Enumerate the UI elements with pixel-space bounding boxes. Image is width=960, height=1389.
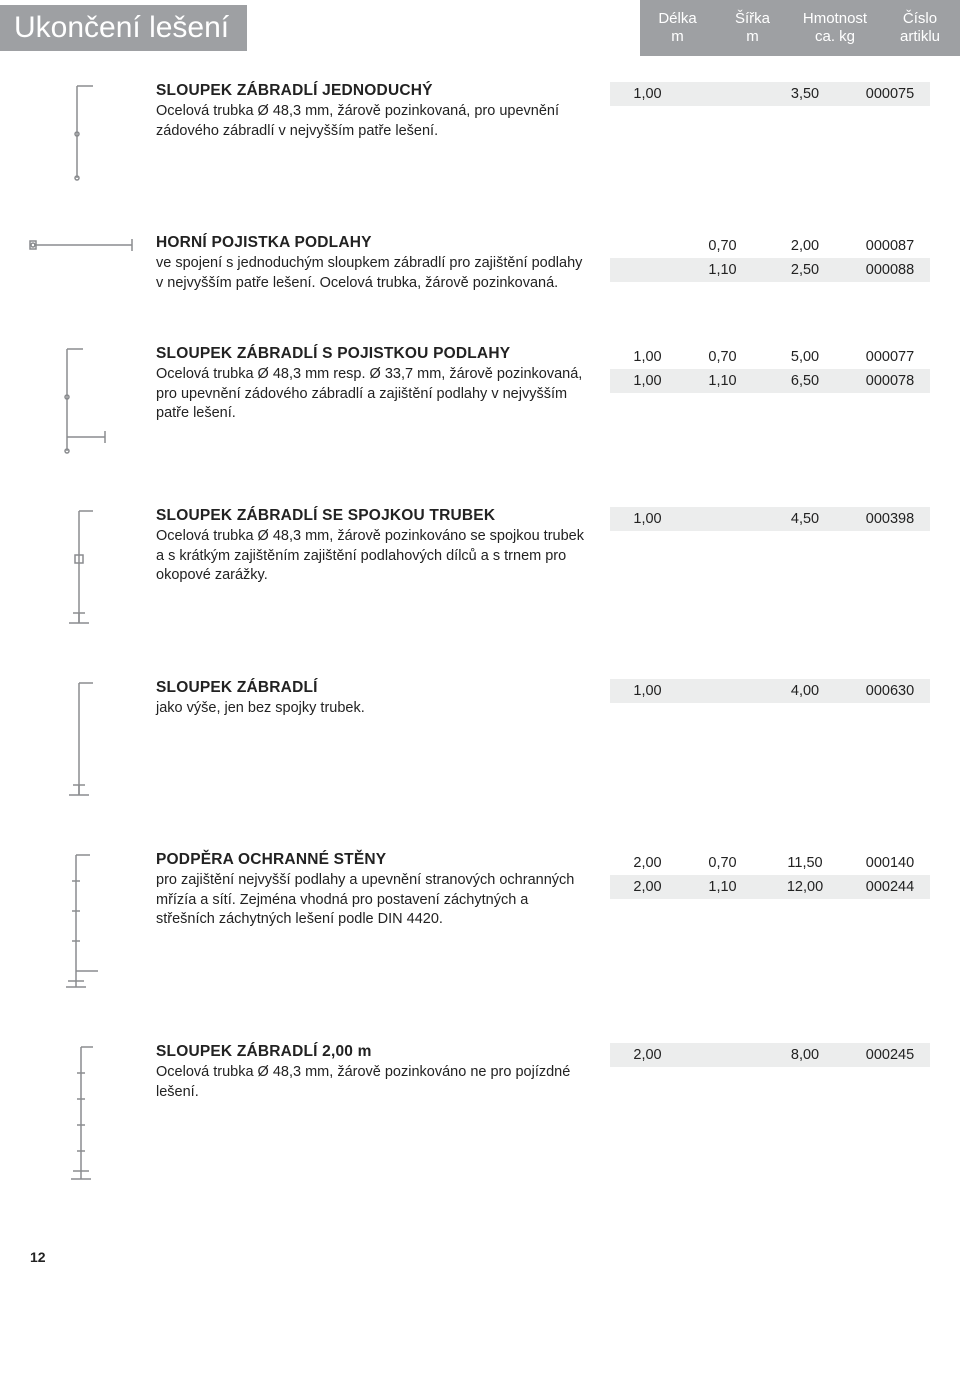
cell-art: 000087 <box>850 238 930 254</box>
cell-hmot: 2,00 <box>760 238 850 254</box>
product-body: ve spojení s jednoduchým sloupkem zábrad… <box>156 254 590 293</box>
cell-hmot: 12,00 <box>760 879 850 895</box>
product-description: SLOUPEK ZÁBRADLÍ JEDNODUCHÝ Ocelová trubk… <box>156 82 610 141</box>
product-body: Ocelová trubka Ø 48,3 mm, žárově pozinko… <box>156 102 590 141</box>
cell-art: 000630 <box>850 683 930 699</box>
col-header-sirka: Šířka m <box>715 6 790 50</box>
product-diagram-icon <box>26 345 156 455</box>
product-diagram-icon <box>26 82 156 182</box>
cell-art: 000398 <box>850 511 930 527</box>
product-data-table: 1,00 4,00000630 <box>610 679 930 703</box>
cell-art: 000245 <box>850 1047 930 1063</box>
cell-delka: 1,00 <box>610 373 685 389</box>
product-diagram-icon <box>26 679 156 799</box>
cell-sirka: 0,70 <box>685 238 760 254</box>
cell-sirka: 0,70 <box>685 349 760 365</box>
cell-delka: 1,00 <box>610 683 685 699</box>
cell-hmot: 2,50 <box>760 262 850 278</box>
product-section: SLOUPEK ZÁBRADLÍ JEDNODUCHÝ Ocelová trubk… <box>0 56 960 208</box>
page-number: 12 <box>0 1209 960 1283</box>
product-title: SLOUPEK ZÁBRADLÍ SE SPOJKOU TRUBEK <box>156 507 590 525</box>
table-row: 0,702,00000087 <box>610 234 930 258</box>
product-section: SLOUPEK ZÁBRADLÍ SE SPOJKOU TRUBEK Ocelov… <box>0 481 960 653</box>
cell-art: 000244 <box>850 879 930 895</box>
cell-art: 000140 <box>850 855 930 871</box>
table-row: 1,00 4,00000630 <box>610 679 930 703</box>
cell-sirka: 0,70 <box>685 855 760 871</box>
cell-sirka: 1,10 <box>685 879 760 895</box>
cell-delka: 1,00 <box>610 511 685 527</box>
page-header: Ukončení lešení Délka m Šířka m Hmotnost… <box>0 0 960 56</box>
product-description: SLOUPEK ZÁBRADLÍ S POJISTKOU PODLAHY Ocel… <box>156 345 610 424</box>
table-row: 1,000,705,00000077 <box>610 345 930 369</box>
cell-delka: 2,00 <box>610 1047 685 1063</box>
cell-art: 000078 <box>850 373 930 389</box>
product-section: SLOUPEK ZÁBRADLÍ S POJISTKOU PODLAHY Ocel… <box>0 319 960 481</box>
cell-hmot: 11,50 <box>760 855 850 871</box>
product-diagram-icon <box>26 851 156 991</box>
cell-delka: 2,00 <box>610 879 685 895</box>
product-title: SLOUPEK ZÁBRADLÍ JEDNODUCHÝ <box>156 82 590 100</box>
product-title: PODPĚRA OCHRANNÉ STĚNY <box>156 851 590 869</box>
product-data-table: 2,00 8,00000245 <box>610 1043 930 1067</box>
cell-hmot: 8,00 <box>760 1047 850 1063</box>
cell-art: 000075 <box>850 86 930 102</box>
product-diagram-icon <box>26 234 156 256</box>
product-diagram-icon <box>26 1043 156 1183</box>
table-row: 1,00 4,50000398 <box>610 507 930 531</box>
cell-hmot: 4,50 <box>760 511 850 527</box>
product-data-table: 0,702,000000871,102,50000088 <box>610 234 930 282</box>
product-section: PODPĚRA OCHRANNÉ STĚNY pro zajištění nejv… <box>0 825 960 1017</box>
product-data-table: 2,000,7011,500001402,001,1012,00000244 <box>610 851 930 899</box>
product-description: SLOUPEK ZÁBRADLÍ SE SPOJKOU TRUBEK Ocelov… <box>156 507 610 586</box>
product-description: HORNÍ POJISTKA PODLAHY ve spojení s jedno… <box>156 234 610 293</box>
product-data-table: 1,00 3,50000075 <box>610 82 930 106</box>
product-title: HORNÍ POJISTKA PODLAHY <box>156 234 590 252</box>
product-title: SLOUPEK ZÁBRADLÍ S POJISTKOU PODLAHY <box>156 345 590 363</box>
cell-sirka: 1,10 <box>685 373 760 389</box>
product-body: Ocelová trubka Ø 48,3 mm resp. Ø 33,7 mm… <box>156 365 590 424</box>
cell-hmot: 5,00 <box>760 349 850 365</box>
table-row: 2,00 8,00000245 <box>610 1043 930 1067</box>
product-title: SLOUPEK ZÁBRADLÍ 2,00 m <box>156 1043 590 1061</box>
col-header-delka: Délka m <box>640 6 715 50</box>
table-row: 2,001,1012,00000244 <box>610 875 930 899</box>
cell-hmot: 6,50 <box>760 373 850 389</box>
product-data-table: 1,000,705,000000771,001,106,50000078 <box>610 345 930 393</box>
table-row: 1,001,106,50000078 <box>610 369 930 393</box>
product-body: pro zajištění nejvyšší podlahy a upevněn… <box>156 871 590 930</box>
product-description: SLOUPEK ZÁBRADLÍ jako výše, jen bez spojk… <box>156 679 610 719</box>
product-section: SLOUPEK ZÁBRADLÍ jako výše, jen bez spojk… <box>0 653 960 825</box>
product-description: SLOUPEK ZÁBRADLÍ 2,00 m Ocelová trubka Ø … <box>156 1043 610 1102</box>
product-section: HORNÍ POJISTKA PODLAHY ve spojení s jedno… <box>0 208 960 319</box>
table-row: 1,00 3,50000075 <box>610 82 930 106</box>
cell-delka: 1,00 <box>610 86 685 102</box>
cell-delka: 2,00 <box>610 855 685 871</box>
column-headers: Délka m Šířka m Hmotnost ca. kg Číslo ar… <box>640 0 960 56</box>
table-row: 2,000,7011,50000140 <box>610 851 930 875</box>
product-body: jako výše, jen bez spojky trubek. <box>156 699 590 719</box>
table-row: 1,102,50000088 <box>610 258 930 282</box>
col-header-artikl: Číslo artiklu <box>880 6 960 50</box>
cell-sirka: 1,10 <box>685 262 760 278</box>
cell-art: 000077 <box>850 349 930 365</box>
cell-hmot: 4,00 <box>760 683 850 699</box>
page-title: Ukončení lešení <box>0 5 247 51</box>
product-body: Ocelová trubka Ø 48,3 mm, žárově pozinko… <box>156 1063 590 1102</box>
cell-delka: 1,00 <box>610 349 685 365</box>
col-header-hmotnost: Hmotnost ca. kg <box>790 6 880 50</box>
cell-hmot: 3,50 <box>760 86 850 102</box>
cell-art: 000088 <box>850 262 930 278</box>
product-section: SLOUPEK ZÁBRADLÍ 2,00 m Ocelová trubka Ø … <box>0 1017 960 1209</box>
product-description: PODPĚRA OCHRANNÉ STĚNY pro zajištění nejv… <box>156 851 610 930</box>
product-data-table: 1,00 4,50000398 <box>610 507 930 531</box>
product-diagram-icon <box>26 507 156 627</box>
product-body: Ocelová trubka Ø 48,3 mm, žárově pozinko… <box>156 527 590 586</box>
product-title: SLOUPEK ZÁBRADLÍ <box>156 679 590 697</box>
